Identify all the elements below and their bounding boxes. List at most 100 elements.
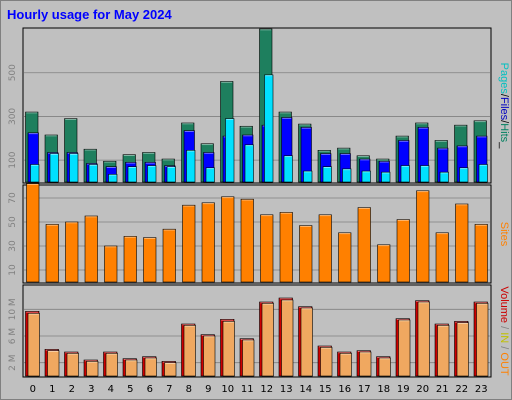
pages-bar [478, 164, 488, 183]
out-bar-body [183, 325, 196, 377]
pages-bar [88, 164, 98, 183]
x-tick-label: 11 [241, 384, 254, 395]
sites-bar [455, 203, 469, 283]
pages-bar-body [342, 168, 352, 183]
pages-bar [420, 165, 430, 183]
out-bar-body [437, 325, 450, 377]
x-tick-label: 16 [338, 384, 351, 395]
sites-bar-body [474, 224, 488, 283]
out-bar [359, 351, 372, 377]
sites-bar [221, 196, 235, 283]
out-bar-body [398, 319, 411, 377]
sites-bar-body [26, 183, 40, 283]
chart-title: Hourly usage for May 2024 [7, 7, 172, 22]
out-bar [27, 313, 40, 377]
pages-bar-body [88, 164, 98, 183]
sites-bar-body [357, 207, 371, 283]
out-bar [86, 361, 99, 377]
pages-bar-body [478, 164, 488, 183]
out-bar [66, 353, 79, 377]
sites-bar-body [377, 244, 391, 283]
x-tick-label: 21 [436, 384, 449, 395]
sites-bar-body [65, 221, 79, 283]
x-tick-label: 20 [416, 384, 429, 395]
sites-bar [338, 232, 352, 283]
out-bar [437, 325, 450, 377]
sites-bar-body [143, 237, 157, 283]
sites-bar [123, 236, 137, 283]
pages-bar-body [381, 171, 391, 183]
series-label-part: Volume [498, 286, 510, 323]
out-bar [222, 321, 235, 377]
pages-bar-body [361, 170, 371, 183]
out-bar [281, 299, 294, 377]
sites-bar-body [162, 228, 176, 283]
pages-bar [127, 166, 137, 183]
out-bar-body [476, 303, 489, 377]
panel-sites-y-tick-label: 30 [8, 240, 18, 252]
pages-bar [244, 144, 254, 183]
panel-hits-series-label: Pages/Files/Hits_ [498, 63, 510, 150]
x-tick-label: 6 [147, 384, 153, 395]
series-label-part: / [498, 323, 510, 332]
pages-bar-body [264, 74, 274, 183]
pages-bar-body [244, 144, 254, 183]
pages-bar-body [49, 153, 59, 183]
sites-bar [396, 219, 410, 283]
series-label-part: _ [498, 141, 510, 149]
sites-bar [143, 237, 157, 283]
out-bar [125, 359, 138, 377]
sites-bar-body [396, 219, 410, 283]
panel-volume-frame [22, 284, 492, 378]
pages-bar [342, 168, 352, 183]
sites-bar-body [240, 198, 254, 283]
sites-bar [201, 202, 215, 283]
panel-volume-y-tick-label: 6 M [8, 328, 18, 344]
pages-bar [69, 153, 79, 183]
sites-bar [182, 204, 196, 283]
pages-bar [283, 155, 293, 183]
pages-bar-body [420, 165, 430, 183]
sites-bar-body [279, 212, 293, 283]
x-tick-label: 2 [69, 384, 75, 395]
out-bar [261, 303, 274, 377]
x-tick-label: 18 [377, 384, 390, 395]
pages-bar [49, 153, 59, 183]
sites-bar [416, 190, 430, 283]
sites-bar [279, 212, 293, 283]
pages-bar-body [186, 150, 196, 183]
pages-bar [381, 171, 391, 183]
sites-bar-body [45, 224, 59, 283]
out-bar [183, 325, 196, 377]
sites-bar-body [338, 232, 352, 283]
pages-bar-body [147, 165, 157, 183]
sites-bar [240, 198, 254, 283]
x-tick-label: 3 [88, 384, 94, 395]
sites-bar-body [123, 236, 137, 283]
series-label-part: / [498, 94, 510, 98]
pages-bar [166, 166, 176, 183]
out-bar [300, 307, 313, 377]
x-tick-label: 7 [166, 384, 172, 395]
out-bar-body [47, 350, 60, 377]
pages-bar-body [69, 153, 79, 183]
out-bar-body [125, 359, 138, 377]
panel-sites-y-tick-label: 70 [8, 192, 18, 204]
panel-hits-y-tick-label: 500 [8, 64, 18, 81]
x-tick-label: 8 [186, 384, 192, 395]
pages-bar-body [400, 165, 410, 183]
sites-bar [26, 183, 40, 283]
pages-bar [439, 171, 449, 183]
sites-bar [162, 228, 176, 283]
sites-bar [318, 214, 332, 283]
out-bar-body [86, 361, 99, 377]
pages-bar [322, 166, 332, 183]
panel-volume-y-tick-label: 2 M [8, 354, 18, 370]
series-label-part: IN [498, 332, 510, 343]
x-tick-label: 15 [319, 384, 332, 395]
out-bar [320, 347, 333, 377]
out-bar [105, 353, 118, 377]
x-tick-label: 22 [455, 384, 468, 395]
